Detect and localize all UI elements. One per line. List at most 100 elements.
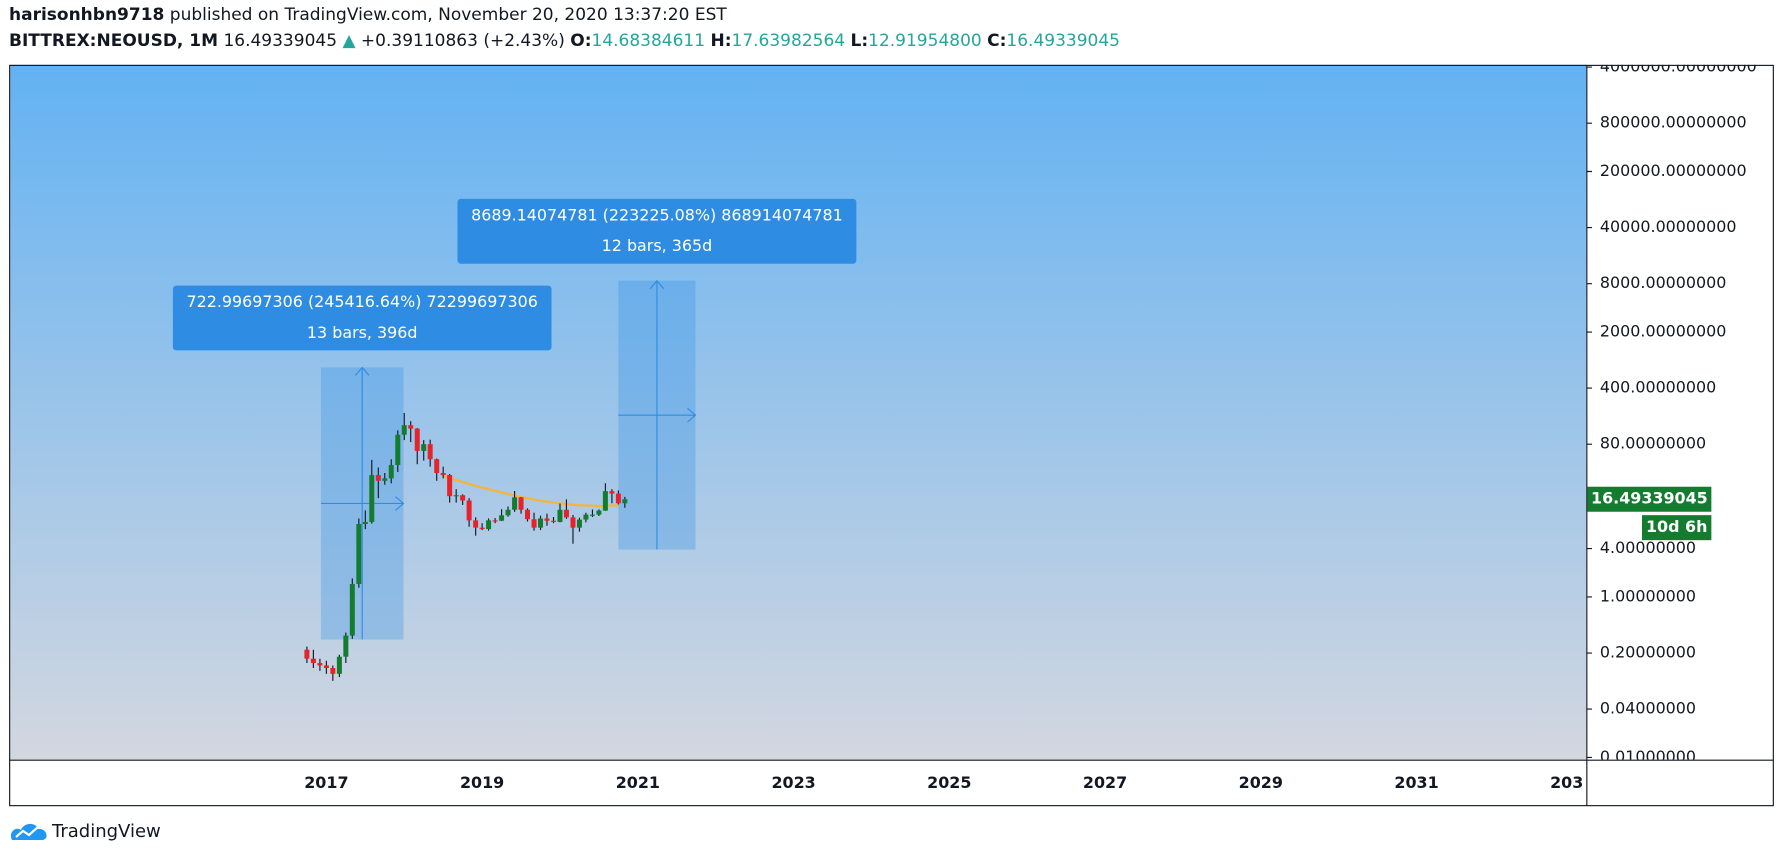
candle-body bbox=[310, 658, 316, 664]
candle-body bbox=[375, 475, 381, 481]
candle-body bbox=[544, 518, 550, 521]
candle-body bbox=[304, 649, 310, 659]
ohlc-label: L: bbox=[850, 31, 869, 51]
price-axis: 0.01000000 0.04000000 0.20000000 1.00000000… bbox=[1586, 57, 1757, 766]
ohlc-value: 17.63982564 bbox=[731, 31, 846, 51]
ohlc-value: 12.91954800 bbox=[868, 31, 982, 51]
x-tick-label: 2025 bbox=[927, 773, 971, 792]
candle-body bbox=[356, 524, 362, 584]
logo bbox=[10, 823, 47, 840]
candle-body bbox=[330, 668, 336, 674]
candle-body bbox=[551, 520, 557, 522]
candle-body bbox=[317, 663, 323, 666]
candle-body bbox=[447, 475, 453, 497]
candle-body bbox=[583, 514, 589, 520]
candle-body bbox=[466, 500, 472, 521]
measure-label: 8689.14074781 (223225.08%) 868914074781 bbox=[471, 205, 843, 224]
y-tick-label: 0.01000000 bbox=[1600, 747, 1696, 766]
candle-body bbox=[538, 518, 544, 528]
symbol: BITTREX:NEOUSD, 1M bbox=[9, 31, 219, 51]
candle-body bbox=[349, 583, 355, 636]
candle-body bbox=[343, 635, 349, 657]
frame bbox=[9, 64, 1774, 807]
time-axis: 2017 2019 2021 2023 2025 2027 2029 2031 2033 bbox=[304, 773, 1584, 792]
measure-label-box bbox=[457, 198, 857, 264]
candle-body bbox=[563, 509, 569, 518]
ohlc-label: O: bbox=[570, 31, 592, 51]
candle-body bbox=[492, 520, 498, 522]
candle-body bbox=[453, 495, 459, 497]
countdown: 10d 6h bbox=[1646, 517, 1707, 536]
candle-body bbox=[531, 519, 537, 528]
candle-body bbox=[336, 656, 342, 674]
candle-body bbox=[434, 459, 440, 474]
candle-body bbox=[473, 520, 479, 528]
y-tick-label: 0.04000000 bbox=[1600, 699, 1696, 718]
countdown-box bbox=[1641, 515, 1712, 541]
candle-body bbox=[499, 515, 505, 521]
y-tick-label: 4000000.00000000 bbox=[1600, 57, 1757, 76]
candle-body bbox=[362, 521, 368, 525]
candle-body bbox=[557, 509, 563, 522]
currency-box bbox=[1655, 75, 1703, 102]
candle-body bbox=[401, 425, 407, 435]
change: +0.39110863 (+2.43%) bbox=[360, 31, 565, 51]
last: 16.49339045 bbox=[223, 31, 338, 51]
measure-label: 12 bars, 365d bbox=[602, 236, 713, 255]
candle-body bbox=[596, 510, 602, 515]
x-tick-label: 2029 bbox=[1239, 773, 1283, 792]
y-tick-label: 0.20000000 bbox=[1600, 643, 1696, 662]
candle-body bbox=[479, 527, 485, 530]
candle-body bbox=[609, 491, 615, 494]
candle-body bbox=[323, 665, 329, 669]
candle-body bbox=[408, 425, 414, 429]
y-tick-label: 1.00000000 bbox=[1600, 586, 1696, 605]
measure-label: 722.99697306 (245416.64%) 72299697306 bbox=[187, 292, 538, 311]
arrow-head bbox=[395, 496, 405, 511]
footer: TradingView bbox=[10, 820, 161, 842]
candle-body bbox=[414, 428, 420, 451]
x-tick-label: 2027 bbox=[1083, 773, 1127, 792]
author: harisonhbn9718 bbox=[9, 5, 165, 25]
candle-body bbox=[525, 509, 531, 520]
x-tick-label: 2019 bbox=[460, 773, 504, 792]
y-tick-label: 400.00000000 bbox=[1600, 378, 1716, 397]
measure-label: 13 bars, 396d bbox=[307, 323, 418, 342]
candle-body bbox=[505, 509, 511, 516]
last-price-box bbox=[1587, 486, 1712, 512]
x-tick-label: 2023 bbox=[771, 773, 815, 792]
currency: USD bbox=[1663, 80, 1695, 97]
axis-labels: USD 16.49339045 10d 6h bbox=[1587, 75, 1712, 541]
candle-body bbox=[570, 517, 576, 528]
ohlc-value: 16.49339045 bbox=[1006, 31, 1120, 51]
y-tick-label: 200000.00000000 bbox=[1600, 161, 1747, 180]
candle-body bbox=[395, 434, 401, 466]
y-tick-label: 4.00000000 bbox=[1600, 538, 1696, 557]
y-tick-label: 80.00000000 bbox=[1600, 434, 1706, 453]
y-tick-label: 800000.00000000 bbox=[1600, 113, 1747, 132]
candle-body bbox=[421, 444, 427, 451]
candle-body bbox=[388, 465, 394, 479]
arrow-head bbox=[687, 407, 697, 423]
y-tick-label: 8000.00000000 bbox=[1600, 273, 1727, 292]
candle-body bbox=[589, 514, 595, 516]
candle-body bbox=[427, 444, 433, 460]
candle-body bbox=[518, 497, 524, 510]
measure-label-box bbox=[172, 285, 552, 351]
plot: 722.99697306 (245416.64%) 72299697306 13 … bbox=[172, 198, 857, 681]
candle-body bbox=[622, 499, 628, 504]
arrow-head bbox=[354, 366, 370, 376]
candle-body bbox=[486, 520, 492, 530]
candle-body bbox=[512, 497, 518, 510]
x-tick-label: 2031 bbox=[1394, 773, 1438, 792]
ohlc-value: 14.68384611 bbox=[591, 31, 706, 51]
candle-body bbox=[602, 491, 608, 511]
y-tick-label: 2000.00000000 bbox=[1600, 322, 1727, 341]
candle-body bbox=[369, 475, 375, 522]
candle-body bbox=[460, 495, 466, 501]
published: published on TradingView.com, November 2… bbox=[169, 5, 727, 25]
candle-body bbox=[615, 493, 621, 504]
x-tick-label: 2021 bbox=[616, 773, 660, 792]
